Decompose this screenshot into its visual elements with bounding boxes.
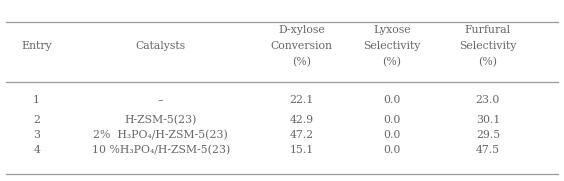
- Text: (%): (%): [478, 57, 497, 67]
- Text: 42.9: 42.9: [290, 115, 314, 125]
- Text: Selectivity: Selectivity: [459, 41, 517, 51]
- Text: 23.0: 23.0: [475, 95, 500, 105]
- Text: 2: 2: [33, 115, 40, 125]
- Text: D-xylose: D-xylose: [279, 25, 325, 35]
- Text: 0.0: 0.0: [384, 115, 400, 125]
- Text: 47.2: 47.2: [290, 130, 314, 140]
- Text: 29.5: 29.5: [476, 130, 500, 140]
- Text: 30.1: 30.1: [475, 115, 500, 125]
- Text: 22.1: 22.1: [289, 95, 314, 105]
- Text: 2%  H₃PO₄/H-ZSM-5(23): 2% H₃PO₄/H-ZSM-5(23): [94, 130, 228, 140]
- Text: 3: 3: [33, 130, 40, 140]
- Text: Conversion: Conversion: [271, 41, 333, 51]
- Text: 15.1: 15.1: [290, 145, 314, 155]
- Text: Furfural: Furfural: [465, 25, 511, 35]
- Text: 1: 1: [33, 95, 40, 105]
- Text: (%): (%): [292, 57, 311, 67]
- Text: 47.5: 47.5: [476, 145, 500, 155]
- Text: Selectivity: Selectivity: [363, 41, 421, 51]
- Text: (%): (%): [382, 57, 402, 67]
- Text: Lyxose: Lyxose: [373, 25, 411, 35]
- Text: 0.0: 0.0: [384, 95, 400, 105]
- Text: 0.0: 0.0: [384, 130, 400, 140]
- Text: H-ZSM-5(23): H-ZSM-5(23): [125, 115, 197, 125]
- Text: –: –: [158, 95, 164, 105]
- Text: 0.0: 0.0: [384, 145, 400, 155]
- Text: 4: 4: [33, 145, 40, 155]
- Text: 10 %H₃PO₄/H-ZSM-5(23): 10 %H₃PO₄/H-ZSM-5(23): [91, 145, 230, 155]
- Text: Entry: Entry: [21, 41, 52, 51]
- Text: Catalysts: Catalysts: [136, 41, 186, 51]
